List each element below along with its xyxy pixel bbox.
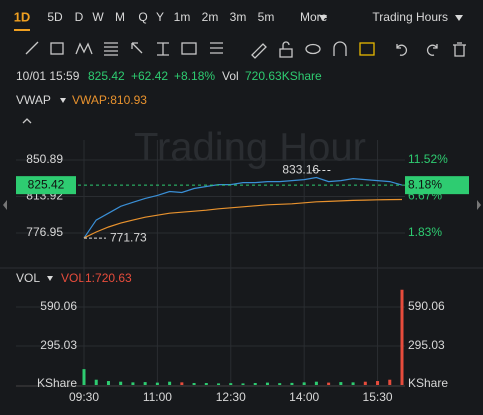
quote-time: 10/01 15:59 xyxy=(16,69,80,83)
y-tick-label: 850.89 xyxy=(26,152,63,166)
volume-bar xyxy=(229,383,233,385)
x-tick-label: 15:30 xyxy=(363,390,393,404)
y-tick-label: KShare xyxy=(37,376,77,390)
timeframe-tab[interactable]: 1m xyxy=(174,10,191,24)
delete-tool[interactable] xyxy=(453,42,466,57)
y2-tick-label: 295.03 xyxy=(408,338,445,352)
volume-bar xyxy=(351,382,355,385)
volume-bar xyxy=(143,382,147,385)
low-label: 771.73 xyxy=(110,230,147,244)
quote-change-pct: +8.18% xyxy=(174,69,215,83)
last-price-label: 825.42 xyxy=(28,177,65,191)
price-line xyxy=(83,198,403,239)
volume-bar xyxy=(388,379,392,385)
volume-bar xyxy=(217,383,221,385)
volume-bar xyxy=(155,382,159,385)
indicator-caret[interactable] xyxy=(60,98,66,103)
volume-bar xyxy=(131,382,135,385)
volume-bar xyxy=(168,381,172,385)
left-handle[interactable] xyxy=(3,200,7,210)
line-tool[interactable] xyxy=(25,41,39,55)
right-handle[interactable] xyxy=(477,200,481,210)
last-price-box xyxy=(16,176,76,195)
magnet-tool[interactable] xyxy=(333,41,347,56)
quote-volume: 720.63KShare xyxy=(245,69,322,83)
volume-bar xyxy=(314,381,318,385)
volume-bar xyxy=(290,382,294,385)
undo-tool[interactable] xyxy=(396,44,408,56)
volume-bar xyxy=(253,383,257,385)
quote-vol-label: Vol xyxy=(222,69,239,83)
volume-bar xyxy=(265,382,269,385)
session-caret[interactable] xyxy=(455,15,463,21)
volume-bar xyxy=(192,383,196,385)
timeframe-tab[interactable]: W xyxy=(92,10,104,24)
volume-bar xyxy=(204,383,208,385)
layers-tool[interactable] xyxy=(359,42,375,56)
volume-bar xyxy=(94,379,98,385)
y2-tick-label: 1.83% xyxy=(408,225,442,239)
volume-bar xyxy=(82,369,86,385)
x-tick-label: 11:00 xyxy=(143,390,172,404)
volume-bar xyxy=(327,382,331,385)
last-pct-box xyxy=(405,176,469,195)
timeframe-tab[interactable]: Q xyxy=(138,10,147,24)
timeframe-tab[interactable]: 3m xyxy=(230,10,247,24)
volume-bar xyxy=(180,382,184,385)
price-indicator-value: VWAP:810.93 xyxy=(72,93,147,107)
y-tick-label: 590.06 xyxy=(40,299,77,313)
rect-tool[interactable] xyxy=(50,42,64,55)
timeframe-tab[interactable]: 2m xyxy=(202,10,219,24)
collapse-caret[interactable] xyxy=(22,118,32,124)
timeframe-tab[interactable]: M xyxy=(115,10,125,24)
volume-indicator-value: VOL1:720.63 xyxy=(61,271,132,285)
volume-bar xyxy=(106,381,110,385)
volume-bar xyxy=(339,382,343,385)
quote-price: 825.42 xyxy=(88,69,125,83)
timeframe-tab[interactable]: 5D xyxy=(47,10,63,24)
volume-bar xyxy=(376,381,380,385)
y2-tick-label: 590.06 xyxy=(408,299,445,313)
redo-tool[interactable] xyxy=(426,44,438,56)
lock-tool[interactable] xyxy=(279,41,293,58)
fib-tool[interactable] xyxy=(104,42,118,56)
timeframe-tab[interactable]: 1D xyxy=(14,9,31,24)
y2-tick-label: KShare xyxy=(408,376,448,390)
pen-tool[interactable] xyxy=(251,43,267,59)
timeframe-tab[interactable]: 5m xyxy=(258,10,275,24)
drawing-toolbar xyxy=(25,41,466,59)
volume-bar xyxy=(400,289,404,385)
session-selector[interactable]: Trading Hours xyxy=(372,10,448,24)
volume-bar xyxy=(363,381,367,385)
eye-tool[interactable] xyxy=(305,43,321,55)
volume-caret[interactable] xyxy=(47,276,53,281)
measure-tool[interactable] xyxy=(157,42,169,56)
volume-bar xyxy=(278,383,282,385)
high-label: 833.16 xyxy=(282,163,319,177)
arrow-tool[interactable] xyxy=(131,42,143,54)
price-line xyxy=(83,176,403,239)
menu-tool[interactable] xyxy=(210,42,223,54)
y-tick-label: 295.03 xyxy=(40,338,77,352)
volume-bar xyxy=(241,383,245,385)
price-indicator[interactable]: VWAP xyxy=(16,93,51,107)
timeframe-tab[interactable]: D xyxy=(75,10,84,24)
quote-change: +62.42 xyxy=(131,69,168,83)
y2-tick-label: 11.52% xyxy=(408,152,448,166)
watermark: Trading Hour xyxy=(134,126,366,170)
text-tool[interactable] xyxy=(181,42,197,55)
volume-bar xyxy=(302,382,306,385)
timeframe-tab[interactable]: Y xyxy=(156,10,164,24)
wave-tool[interactable] xyxy=(75,42,93,55)
volume-indicator[interactable]: VOL xyxy=(16,271,40,285)
last-pct-label: 8.18% xyxy=(408,177,442,191)
x-tick-label: 14:00 xyxy=(289,390,319,404)
more-caret[interactable] xyxy=(319,15,327,21)
volume-bar xyxy=(119,381,123,385)
y-tick-label: 776.95 xyxy=(26,225,63,239)
timeframe-tab[interactable]: More xyxy=(300,10,328,24)
x-tick-label: 12:30 xyxy=(216,390,246,404)
x-tick-label: 09:30 xyxy=(69,390,99,404)
